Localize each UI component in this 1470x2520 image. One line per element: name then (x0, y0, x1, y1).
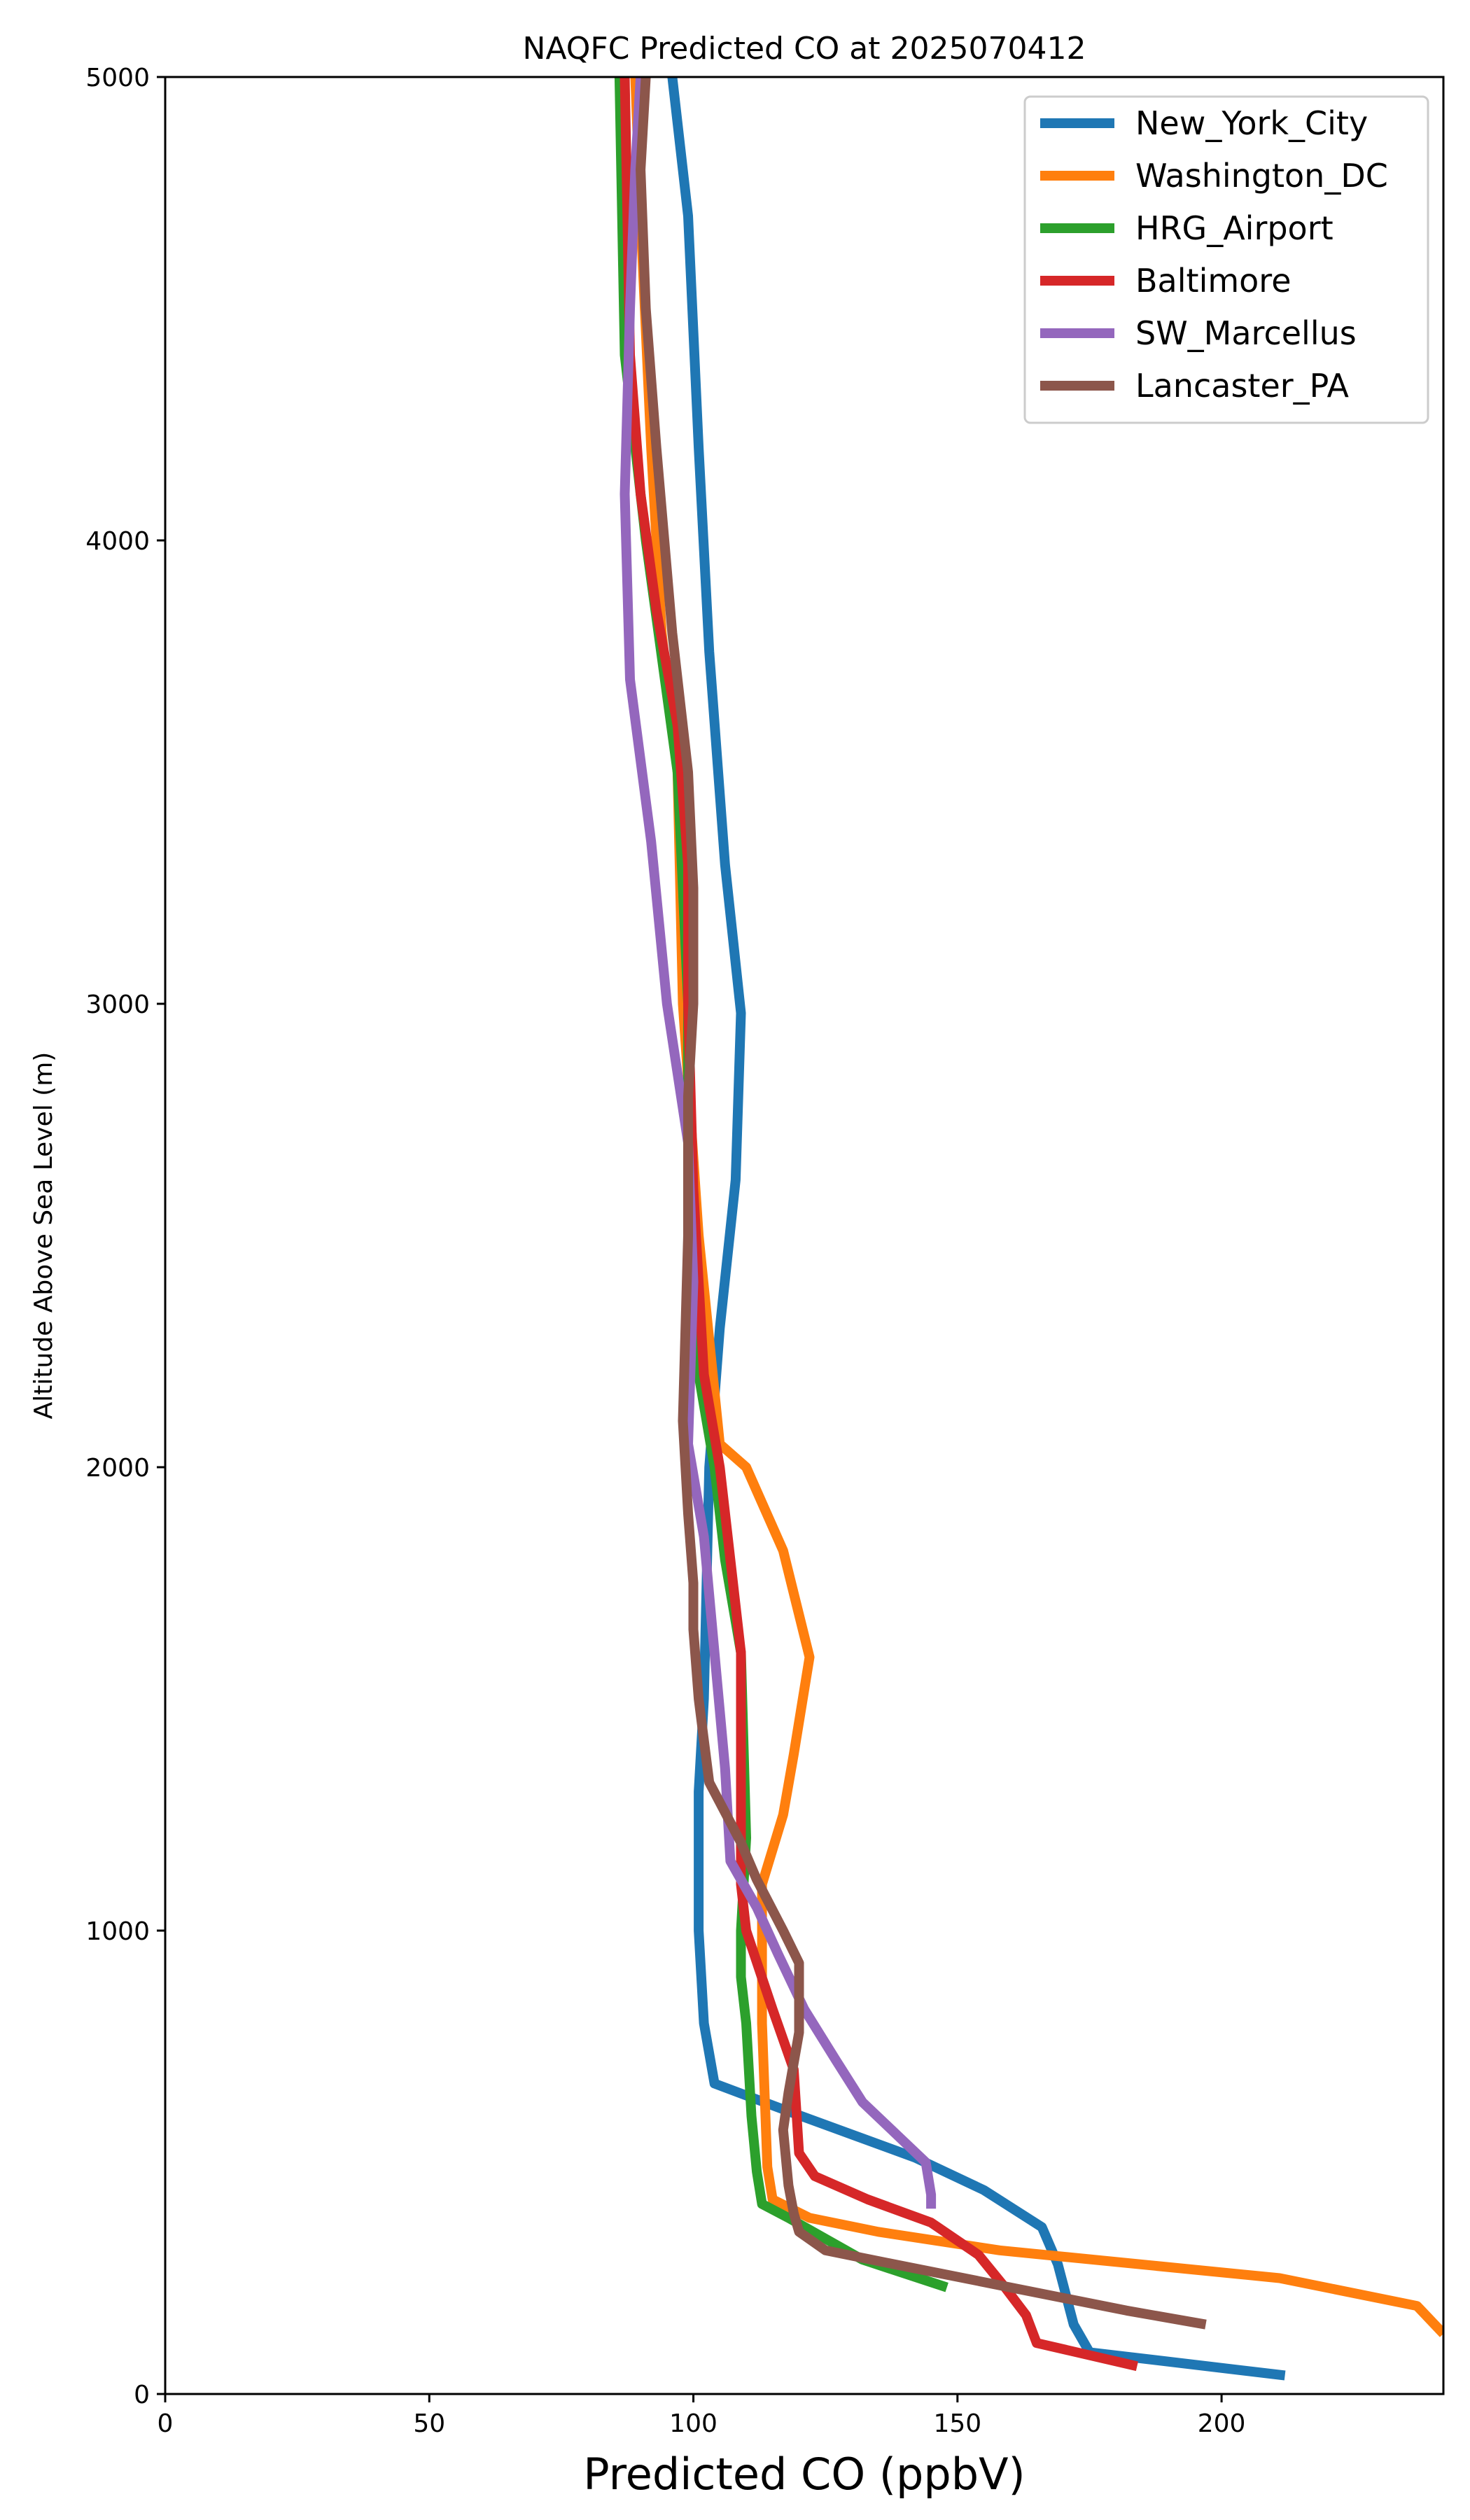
legend-box (1023, 95, 1429, 424)
y-tick-label: 1000 (85, 1917, 150, 1946)
x-tick-label: 150 (933, 2409, 981, 2438)
x-tick-label: 0 (158, 2409, 174, 2438)
legend-label: SW_Marcellus (1135, 314, 1357, 352)
x-axis-label: Predicted CO (ppbV) (583, 2449, 1025, 2500)
chart-title: NAQFC Predicted CO at 2025070412 (523, 31, 1086, 66)
legend-label: Washington_DC (1135, 157, 1388, 195)
x-tick-label: 200 (1198, 2409, 1246, 2438)
legend: New_York_City Washington_DC HRG_Airport Bal… (1023, 95, 1429, 424)
x-tick-label: 50 (413, 2409, 445, 2438)
series-layer (614, 77, 1443, 2381)
legend-label: Baltimore (1135, 262, 1292, 300)
series-line-lancaster-pa (636, 77, 1207, 2330)
plot-frame (164, 76, 1445, 2395)
x-tick-label: 100 (669, 2409, 718, 2438)
y-tick-label: 2000 (85, 1454, 150, 1483)
y-axis-label: Altitude Above Sea Level (m) (29, 1052, 58, 1420)
y-tick-label: 3000 (85, 990, 150, 1019)
y-tick-label: 5000 (85, 64, 150, 92)
legend-label: HRG_Airport (1135, 209, 1334, 247)
legend-items: New_York_City Washington_DC HRG_Airport Bal… (1040, 104, 1388, 405)
y-tick-label: 4000 (85, 527, 150, 556)
series-line-new-york-city (667, 77, 1286, 2381)
legend-label: New_York_City (1135, 104, 1368, 142)
y-tick-label: 0 (134, 2381, 150, 2409)
series-line-sw-marcellus (620, 77, 937, 2209)
legend-label: Lancaster_PA (1135, 367, 1349, 405)
